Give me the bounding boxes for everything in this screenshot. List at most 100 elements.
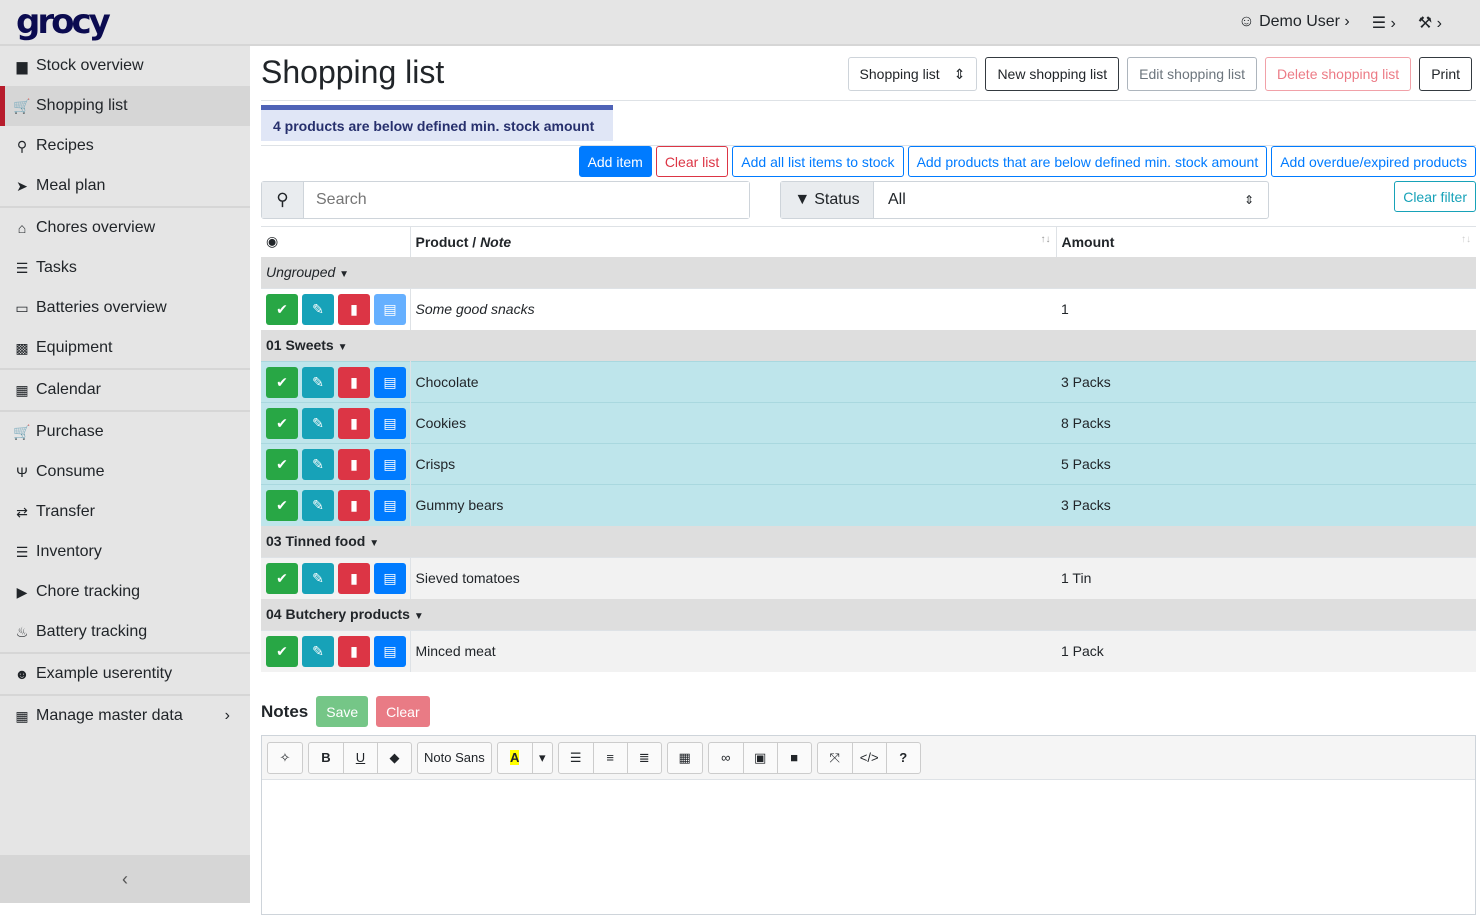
edit-button[interactable]: ✎: [302, 448, 334, 480]
sidebar-item-manage-master-data[interactable]: ▦ Manage master data ›: [0, 696, 250, 736]
edit-button[interactable]: ✎: [302, 293, 334, 325]
done-button[interactable]: ✔: [266, 407, 298, 439]
add-item-button[interactable]: Add item: [578, 146, 652, 177]
sidebar-item-battery-tracking[interactable]: ♨ Battery tracking: [0, 612, 250, 654]
sidebar-item-inventory[interactable]: ☰ Inventory: [0, 532, 250, 572]
done-button[interactable]: ✔: [266, 489, 298, 521]
edit-button[interactable]: ✎: [302, 635, 334, 667]
shopping-list-select[interactable]: Shopping list ⇕: [847, 57, 978, 91]
add-to-stock-button[interactable]: ▤: [374, 562, 406, 594]
table-row: ✔ ✎ ▮ ▤ Minced meat 1 Pack: [261, 630, 1476, 672]
add-below-min-button[interactable]: Add products that are below defined min.…: [907, 146, 1268, 177]
sidebar-item-stock-overview[interactable]: ▆ Stock overview: [0, 46, 250, 86]
table-icon[interactable]: ▦: [678, 749, 691, 765]
magic-style-icon[interactable]: ✧: [279, 749, 291, 765]
group-row[interactable]: 04 Butchery products ▼: [261, 598, 1476, 631]
paragraph-align-icon[interactable]: ≣: [626, 742, 661, 773]
delete-button[interactable]: ▮: [338, 293, 370, 325]
delete-button[interactable]: ▮: [338, 448, 370, 480]
clear-list-button[interactable]: Clear list: [655, 146, 729, 177]
delete-button[interactable]: ▮: [338, 489, 370, 521]
print-button[interactable]: Print: [1419, 57, 1472, 91]
add-to-stock-button[interactable]: ▤: [374, 635, 406, 667]
add-to-stock-button[interactable]: ▤: [374, 366, 406, 398]
sidebar-item-batteries-overview[interactable]: ▭ Batteries overview: [0, 288, 250, 328]
done-button[interactable]: ✔: [266, 448, 298, 480]
bold-icon[interactable]: B: [321, 750, 331, 765]
edit-button[interactable]: ✎: [302, 407, 334, 439]
edit-button[interactable]: ✎: [302, 366, 334, 398]
delete-button[interactable]: ▮: [338, 407, 370, 439]
add-to-stock-button[interactable]: ▤: [374, 407, 406, 439]
sidebar-item-transfer[interactable]: ⇄ Transfer: [0, 492, 250, 532]
grocy-logo[interactable]: grocy: [16, 2, 111, 42]
picture-icon[interactable]: ▣: [742, 742, 777, 773]
edit-button[interactable]: ✎: [302, 562, 334, 594]
group-row[interactable]: 01 Sweets ▼: [261, 329, 1476, 362]
underline-icon[interactable]: U: [343, 742, 377, 773]
exchange-icon: ⇄: [16, 503, 28, 520]
link-icon[interactable]: ∞: [721, 750, 731, 765]
sidebar-item-chores-overview[interactable]: ⌂ Chores overview: [0, 208, 250, 248]
delete-button[interactable]: ▮: [338, 635, 370, 667]
edit-shopping-list-button[interactable]: Edit shopping list: [1127, 57, 1258, 91]
sidebar-item-purchase[interactable]: 🛒 Purchase: [13, 423, 104, 440]
eraser-icon[interactable]: ◆: [377, 742, 411, 773]
font-family-select[interactable]: Noto Sans: [424, 750, 485, 765]
group-row[interactable]: 03 Tinned food ▼: [261, 525, 1476, 558]
group-row[interactable]: Ungrouped ▼: [261, 256, 1476, 289]
notes-textarea[interactable]: [262, 780, 1475, 914]
caret-down-icon: ▼: [369, 538, 380, 550]
color-dropdown-icon[interactable]: ▾: [531, 742, 552, 773]
wrench-menu-icon[interactable]: ⚒ ›: [1417, 15, 1442, 32]
edit-button[interactable]: ✎: [302, 489, 334, 521]
utensil-icon: ⚲: [16, 137, 28, 154]
amount-cell: 3 Packs: [1056, 361, 1476, 403]
add-to-stock-button[interactable]: ▤: [374, 448, 406, 480]
sidebar-item-equipment[interactable]: ▩ Equipment: [0, 328, 250, 370]
help-icon[interactable]: ?: [885, 742, 920, 773]
product-cell: Sieved tomatoes: [410, 557, 1056, 599]
add-to-stock-button[interactable]: ▤: [374, 489, 406, 521]
sidebar-item-shopping-list[interactable]: 🛒 Shopping list: [0, 86, 250, 126]
column-visibility-icon[interactable]: ◉: [261, 226, 410, 257]
sidebar-item-example-userentity[interactable]: ☻ Example userentity: [0, 654, 250, 696]
new-shopping-list-button[interactable]: New shopping list: [985, 57, 1120, 91]
sidebar-item-tasks[interactable]: ☰ Tasks: [0, 248, 250, 288]
clear-filter-button[interactable]: Clear filter: [1394, 181, 1476, 212]
delete-button[interactable]: ▮: [338, 366, 370, 398]
column-header-product[interactable]: ↑↓ Product / Note: [409, 226, 1056, 257]
sidebar-item-consume[interactable]: Ψ Consume: [0, 452, 250, 492]
unordered-list-icon[interactable]: ☰: [569, 749, 582, 765]
settings-menu-icon[interactable]: ☰ ›: [1371, 15, 1396, 32]
add-all-to-stock-button[interactable]: Add all list items to stock: [732, 146, 904, 177]
sidebar-item-meal-plan[interactable]: ➤ Meal plan: [0, 166, 250, 208]
delete-shopping-list-button[interactable]: Delete shopping list: [1265, 57, 1412, 91]
add-to-stock-button[interactable]: ▤: [374, 293, 406, 325]
done-button[interactable]: ✔: [266, 562, 298, 594]
video-icon[interactable]: ■: [776, 742, 811, 773]
sidebar-item-chore-tracking[interactable]: ▶ Chore tracking: [0, 572, 250, 612]
search-input[interactable]: [304, 182, 749, 218]
done-button[interactable]: ✔: [266, 293, 298, 325]
done-button[interactable]: ✔: [266, 366, 298, 398]
fullscreen-icon[interactable]: ⤧: [829, 749, 840, 765]
column-header-amount[interactable]: ↑↓ Amount: [1055, 226, 1476, 257]
delete-button[interactable]: ▮: [338, 562, 370, 594]
sidebar-collapse-button[interactable]: ‹: [0, 855, 250, 903]
status-select[interactable]: All ⇕: [888, 191, 1254, 208]
user-menu[interactable]: ☺ Demo User ›: [1238, 13, 1350, 30]
table-row: ✔ ✎ ▮ ▤ Some good snacks 1: [261, 288, 1476, 330]
below-min-stock-alert[interactable]: 4 products are below defined min. stock …: [261, 105, 613, 141]
add-overdue-button[interactable]: Add overdue/expired products: [1271, 146, 1476, 177]
text-color-icon[interactable]: A: [510, 750, 520, 765]
save-notes-button[interactable]: Save: [316, 696, 369, 727]
sidebar-item-recipes[interactable]: ⚲ Recipes: [0, 126, 250, 166]
sidebar-item-calendar[interactable]: ▦ Calendar: [0, 370, 250, 412]
product-cell: Some good snacks: [410, 288, 1056, 330]
code-view-icon[interactable]: </>: [851, 742, 886, 773]
ordered-list-icon[interactable]: ≡: [592, 742, 627, 773]
top-navbar: grocy ☺ Demo User › ☰ › ⚒ ›: [0, 0, 1480, 46]
done-button[interactable]: ✔: [266, 635, 298, 667]
clear-notes-button[interactable]: Clear: [376, 696, 430, 727]
